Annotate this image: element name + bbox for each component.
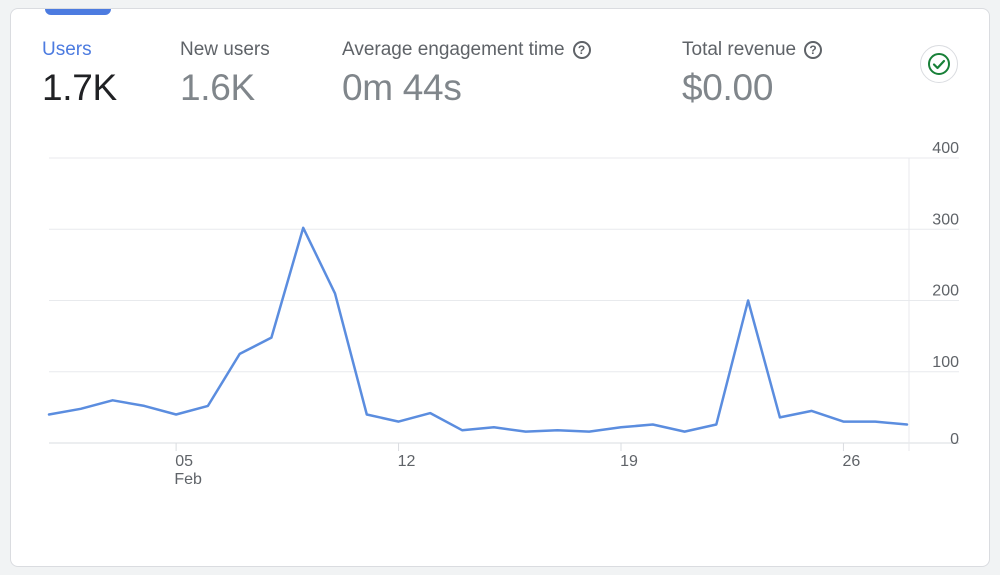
y-tick-label: 100 (932, 354, 959, 371)
metric-users[interactable]: Users 1.7K (42, 39, 117, 109)
metric-total-revenue-value: $0.00 (682, 67, 774, 108)
status-button[interactable] (920, 45, 958, 83)
metric-users-value: 1.7K (42, 67, 117, 108)
metric-users-label: Users (42, 39, 92, 60)
y-tick-label: 400 (932, 140, 959, 157)
x-tick-label: 26 (843, 453, 861, 470)
y-tick-label: 300 (932, 211, 959, 228)
x-tick-sublabel: Feb (174, 471, 202, 488)
metric-average-engagement-time[interactable]: Average engagement time ? 0m 44s (342, 39, 591, 109)
metric-total-revenue[interactable]: Total revenue ? $0.00 (682, 39, 823, 109)
chart-gridlines (49, 157, 959, 444)
y-tick-label: 0 (950, 431, 959, 448)
check-circle-icon (928, 53, 950, 75)
active-tab-indicator (45, 9, 111, 15)
x-tick-label: 19 (620, 453, 638, 470)
metric-new-users-value: 1.6K (180, 67, 255, 108)
help-icon[interactable]: ? (804, 41, 823, 59)
users-overview-card: Users 1.7K New users 1.6K Average engage… (10, 8, 990, 567)
metric-average-engagement-time-label: Average engagement time ? (342, 39, 591, 61)
x-tick-label: 05 (175, 453, 193, 470)
help-icon[interactable]: ? (572, 41, 591, 59)
metric-new-users[interactable]: New users 1.6K (180, 39, 270, 109)
metric-total-revenue-label: Total revenue ? (682, 39, 823, 61)
metric-average-engagement-time-value: 0m 44s (342, 67, 462, 108)
series-line-0 (47, 226, 909, 433)
y-tick-label: 200 (932, 283, 959, 300)
x-tick-label: 12 (398, 453, 416, 470)
chart-series (47, 226, 909, 433)
y-axis: 0 100 200 300 400 (908, 140, 959, 451)
metric-new-users-label: New users (180, 39, 270, 60)
